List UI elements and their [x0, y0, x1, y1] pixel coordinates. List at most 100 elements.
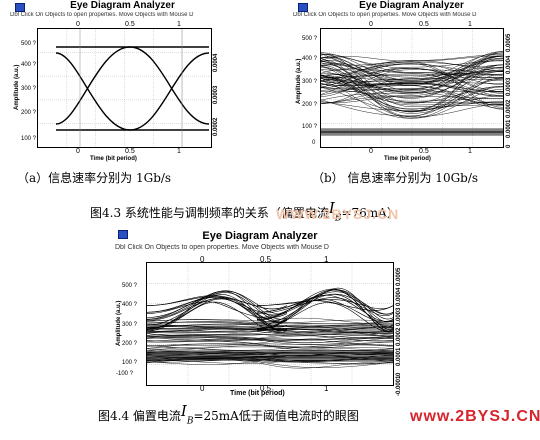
y-tick-right: 0.0001 — [506, 119, 512, 138]
bias-current-subscript: B — [186, 416, 194, 427]
x-tick-top-05: 0.5 — [260, 255, 272, 264]
figure-4-3-caption: 图4.3 系统性能与调制频率的关系（偏置电流IB=76mA） — [90, 199, 399, 223]
eye-trace — [147, 335, 393, 340]
eye-trace — [147, 334, 393, 341]
y-tick-left: 100 ? — [302, 124, 318, 130]
y-tick-left: 200 ? — [302, 102, 318, 108]
eye-trace — [256, 293, 393, 315]
hint-text: Dbl Click On Objects to open properties.… — [10, 12, 194, 18]
eye-trace-svg — [321, 29, 503, 147]
eye-trace — [256, 300, 393, 311]
y-tick-left: 100 ? — [21, 136, 37, 142]
eye-trace — [321, 52, 503, 105]
eye-trace — [321, 64, 503, 81]
hint-text: Dbl Click On Objects to open properties.… — [115, 244, 329, 251]
eye-trace — [147, 346, 393, 351]
y-tick-left: -100 ? — [116, 371, 134, 377]
y-axis-label: Amplitude (a.u.) — [14, 64, 20, 110]
eye-trace — [321, 82, 503, 97]
eye-analyzer-window-c: Eye Diagram Analyzer Dbl Click On Object… — [110, 226, 410, 398]
eye-trace — [147, 339, 393, 345]
y-tick-right: 0.0003 — [213, 85, 219, 104]
x-tick-bottom-0: 0 — [76, 148, 80, 155]
watermark-center: WWW.2BYSJ.CN — [276, 206, 400, 222]
x-tick-top-1: 1 — [468, 21, 472, 28]
eye-trace — [321, 73, 503, 117]
eye-plot-area[interactable] — [37, 28, 212, 148]
eye-trace — [321, 80, 503, 119]
y-tick-right: 0.0004 — [396, 287, 402, 306]
eye-trace — [147, 345, 393, 351]
eye-trace — [321, 64, 503, 93]
y-tick-left: 500 ? — [122, 283, 138, 289]
eye-trace — [321, 54, 503, 71]
eye-trace — [321, 55, 503, 62]
eye-trace — [147, 324, 393, 331]
eye-trace — [256, 289, 393, 320]
eye-trace — [147, 360, 393, 364]
y-tick-left: 200 ? — [21, 110, 37, 116]
eye-trace — [147, 326, 393, 330]
y-tick-right: -0.0001 — [396, 375, 402, 396]
x-axis-label: Time (bit period) — [90, 156, 137, 162]
eye-trace — [321, 79, 503, 110]
caption-text: 图4.3 系统性能与调制频率的关系（偏置电流 — [90, 206, 329, 220]
eye-trace — [147, 297, 288, 323]
window-title: Eye Diagram Analyzer — [359, 0, 464, 11]
x-tick-top-0: 0 — [369, 21, 373, 28]
eye-trace — [321, 67, 503, 92]
y-tick-left: 200 ? — [122, 341, 138, 347]
eye-trace-svg — [38, 29, 211, 147]
eye-trace — [147, 359, 393, 365]
app-icon — [118, 230, 128, 239]
eye-trace — [321, 74, 503, 106]
eye-trace — [147, 343, 393, 349]
y-tick-left: 100 ? — [122, 360, 138, 366]
eye-trace — [147, 325, 393, 334]
eye-trace — [147, 328, 393, 336]
eye-trace — [256, 297, 393, 316]
figure-4-4-caption: 图4.4 偏置电流IB=25mA低于阈值电流时的眼图 — [98, 402, 359, 427]
eye-trace — [321, 68, 503, 75]
eye-trace — [321, 60, 503, 91]
window-title: Eye Diagram Analyzer — [202, 230, 318, 242]
y-tick-left: 500 ? — [21, 41, 37, 47]
eye-trace — [256, 294, 393, 322]
x-tick-bottom-05: 0.5 — [125, 148, 135, 155]
x-tick-bottom-0: 0 — [200, 384, 205, 393]
y-tick-right: 0.0004 — [213, 53, 219, 72]
x-tick-bottom-05: 0.5 — [260, 384, 272, 393]
eye-trace — [321, 71, 503, 104]
eye-trace — [321, 52, 503, 78]
eye-trace — [147, 319, 393, 324]
y-tick-right: 0.0005 — [506, 33, 512, 52]
x-tick-top-0: 0 — [200, 255, 205, 264]
eye-trace — [321, 58, 503, 95]
y-tick-left: 0 — [312, 140, 316, 146]
y-tick-left: 400 ? — [122, 302, 138, 308]
eye-trace — [321, 87, 503, 106]
eye-trace — [321, 75, 503, 118]
falling-rising-trace — [55, 52, 210, 131]
hint-text: Dbl Click On Objects to open properties.… — [293, 12, 477, 18]
y-tick-right: 0.0003 — [506, 77, 512, 96]
x-tick-top-05: 0.5 — [419, 21, 429, 28]
y-tick-left: 400 ? — [302, 56, 318, 62]
y-tick-left: 300 ? — [21, 86, 37, 92]
eye-trace — [147, 328, 393, 336]
eye-plot-area[interactable] — [146, 262, 394, 386]
caption-text: 图4.4 偏置电流 — [98, 409, 181, 423]
eye-plot-area[interactable] — [320, 28, 504, 148]
eye-trace — [256, 299, 393, 310]
eye-trace — [321, 55, 503, 101]
y-tick-right: 0.0002 — [506, 99, 512, 118]
x-axis-label: Time (bit period) — [384, 156, 431, 162]
eye-trace — [321, 82, 503, 97]
eye-analyzer-window-b: Eye Diagram Analyzer Dbl Click On Object… — [288, 0, 535, 162]
x-tick-top-05: 0.5 — [125, 21, 135, 28]
x-tick-bottom-0: 0 — [369, 148, 373, 155]
eye-trace — [321, 95, 503, 103]
eye-trace — [147, 336, 393, 342]
bias-current-symbol: I — [328, 199, 335, 217]
bias-current-symbol: I — [180, 402, 187, 420]
